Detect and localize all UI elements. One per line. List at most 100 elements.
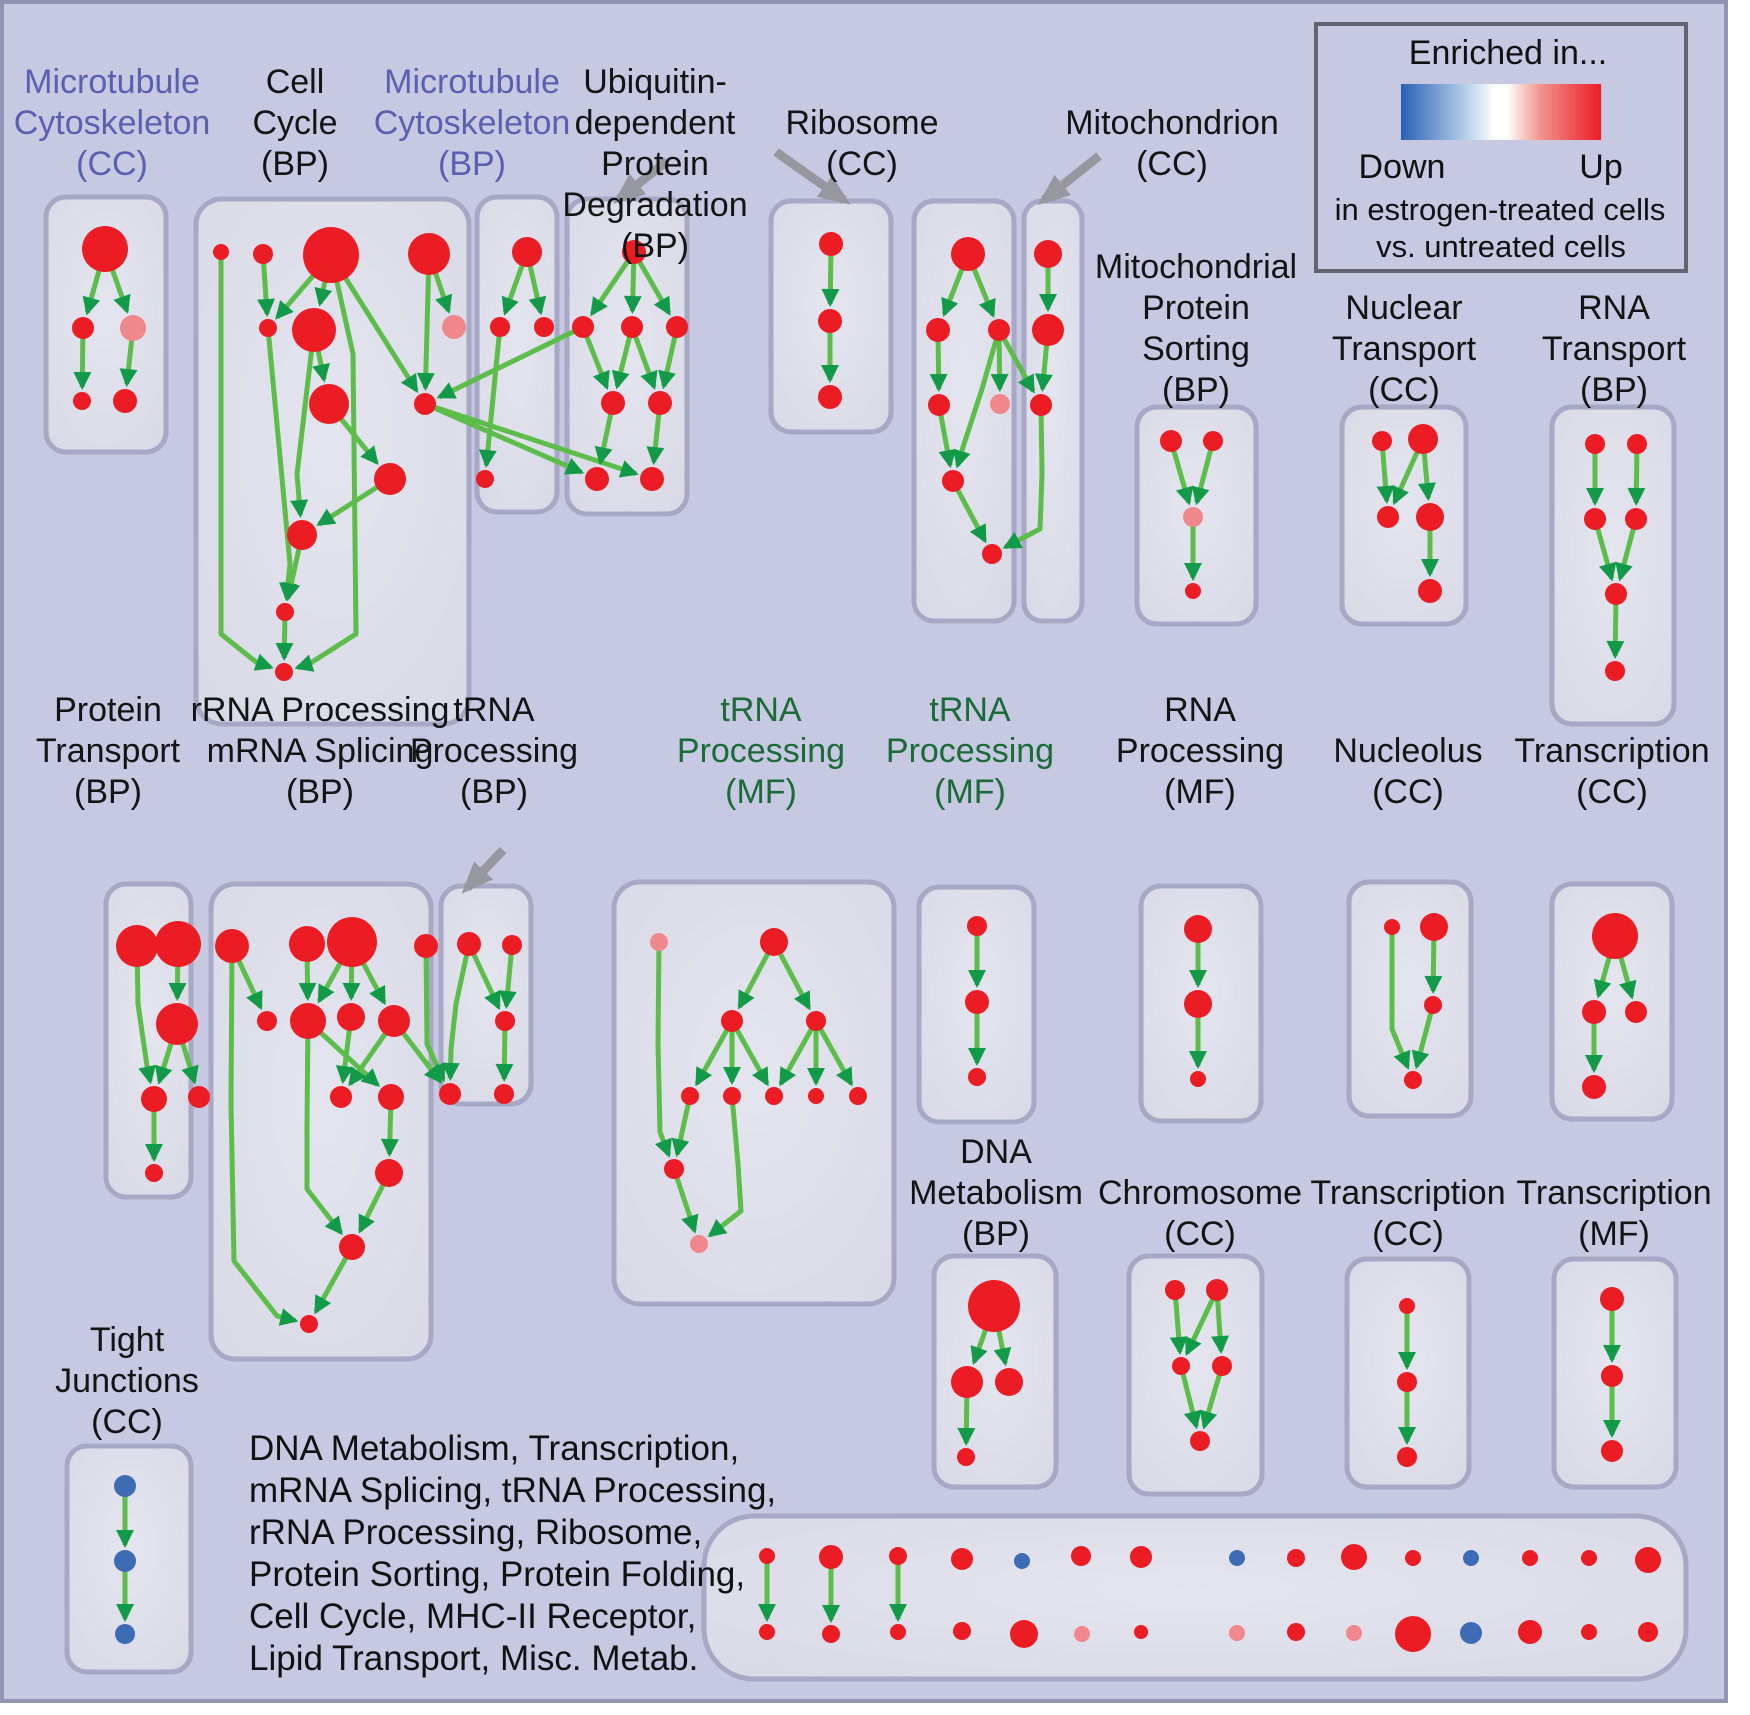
go-term-node-Y1 xyxy=(759,1624,775,1640)
go-term-node-J4 xyxy=(1625,508,1647,530)
go-term-node-E3 xyxy=(818,385,842,409)
go-term-node-Y14 xyxy=(1581,1624,1597,1640)
group-label-rt: RNA Transport (BP) xyxy=(1542,288,1686,411)
go-term-node-B5 xyxy=(259,319,277,337)
group-label-line: Ubiquitin- xyxy=(583,63,727,101)
go-term-node-O2 xyxy=(965,990,989,1014)
go-term-node-J6 xyxy=(1605,661,1625,681)
go-term-node-J1 xyxy=(1585,434,1605,454)
go-term-node-L7 xyxy=(337,1003,365,1031)
go-term-node-E2 xyxy=(818,309,842,333)
group-label-line: Nucleolus xyxy=(1333,732,1483,770)
go-term-node-B8 xyxy=(309,384,349,424)
go-term-node-H4 xyxy=(1185,583,1201,599)
go-term-node-Y3 xyxy=(890,1624,906,1640)
label-pointer-arrow-1 xyxy=(612,157,670,204)
group-label-line: (CC) xyxy=(1164,1215,1236,1253)
go-term-node-N1 xyxy=(650,933,668,951)
edge-B1-B13 xyxy=(218,252,274,671)
group-label-line: (BP) xyxy=(261,145,329,183)
group-label-line: Cell xyxy=(265,63,325,101)
edge-Q3-Q4 xyxy=(1411,1004,1436,1070)
group-box-trbp xyxy=(438,883,534,1107)
label-pointer-arrow-2 xyxy=(773,148,851,205)
go-term-node-B11 xyxy=(287,520,317,550)
go-term-node-P2 xyxy=(1184,990,1212,1018)
group-label-line: (CC) xyxy=(826,145,898,183)
group-label-line: (BP) xyxy=(621,227,689,265)
go-term-node-L3 xyxy=(327,917,377,967)
go-term-node-D4 xyxy=(666,316,688,338)
go-term-node-A1 xyxy=(82,226,128,272)
go-term-node-Y13 xyxy=(1518,1620,1542,1644)
group-label-trmf3: Transcription (MF) xyxy=(1516,1173,1711,1255)
go-term-node-G3 xyxy=(1030,394,1052,416)
go-term-node-A4 xyxy=(73,392,91,410)
go-term-node-X10 xyxy=(1341,1544,1367,1570)
go-term-node-L10 xyxy=(378,1084,404,1110)
go-term-node-M4 xyxy=(439,1083,461,1105)
group-label-line: Cytoskeleton xyxy=(13,104,211,142)
go-term-node-K6 xyxy=(145,1164,163,1182)
go-term-node-O1 xyxy=(967,916,987,936)
go-term-node-H1 xyxy=(1160,430,1182,452)
misc-note-line: Cell Cycle, MHC-II Receptor, xyxy=(249,1597,697,1636)
go-term-node-N9 xyxy=(849,1087,867,1105)
group-label-line: (CC) xyxy=(91,1403,163,1441)
group-label-pt: Protein Transport (BP) xyxy=(36,690,180,813)
go-term-node-D7 xyxy=(585,467,609,491)
go-term-node-H2 xyxy=(1203,431,1223,451)
group-label-line: (BP) xyxy=(1579,371,1648,409)
misc-note-line: Protein Sorting, Protein Folding, xyxy=(249,1555,746,1594)
group-label-line: Ribosome xyxy=(785,104,939,142)
group-label-ubiq1: Ubiquitin-dependent Protein Degradation (BP… xyxy=(562,62,747,267)
go-term-node-N7 xyxy=(765,1087,783,1105)
group-label-line: rRNA Processing xyxy=(190,691,450,729)
go-term-node-L9 xyxy=(330,1086,352,1108)
go-term-node-X7 xyxy=(1130,1546,1152,1568)
edge-I1-I3 xyxy=(1376,440,1395,505)
group-label-line: (BP) xyxy=(437,145,506,183)
edge-Q1-Q4 xyxy=(1389,927,1411,1070)
go-term-node-Y2 xyxy=(822,1625,840,1643)
group-label-line: (CC) xyxy=(76,145,148,183)
go-term-node-Y11 xyxy=(1395,1616,1431,1652)
go-term-node-I4 xyxy=(1416,503,1444,531)
go-term-node-U3 xyxy=(1397,1447,1417,1467)
go-term-node-V2 xyxy=(1601,1365,1623,1387)
go-term-node-I5 xyxy=(1418,579,1442,603)
go-term-node-X15 xyxy=(1635,1547,1661,1573)
label-pointer-arrow-3 xyxy=(1037,152,1102,205)
group-label-line: Transcription xyxy=(1514,732,1710,770)
go-term-node-A3 xyxy=(120,315,146,341)
group-label-line: Processing xyxy=(1115,732,1285,770)
group-label-ribosome: Ribosome (CC) xyxy=(785,103,938,185)
go-term-node-X13 xyxy=(1522,1550,1538,1566)
go-term-node-B1 xyxy=(213,244,229,260)
group-label-line: tRNA xyxy=(929,691,1011,729)
group-label-line: Processing xyxy=(676,732,846,770)
group-label-line: tRNA xyxy=(720,691,802,729)
group-label-line: Transport xyxy=(1541,330,1687,368)
group-label-line: (CC) xyxy=(1136,145,1208,183)
group-label-line: (BP) xyxy=(1162,371,1230,409)
go-term-node-X9 xyxy=(1287,1549,1305,1567)
edge-B2-B5 xyxy=(257,253,276,318)
go-term-node-K4 xyxy=(141,1086,167,1112)
go-term-node-B10 xyxy=(374,463,406,495)
edge-N6-N11 xyxy=(707,1095,744,1238)
go-term-node-L12 xyxy=(339,1234,365,1260)
go-term-node-A5 xyxy=(113,389,137,413)
group-label-line: (CC) xyxy=(1576,773,1648,811)
group-box-trcc1 xyxy=(1549,881,1675,1122)
go-term-node-L4 xyxy=(414,934,438,958)
edge-N5-N10 xyxy=(671,1095,693,1158)
go-term-node-U1 xyxy=(1399,1298,1415,1314)
group-label-line: Nuclear xyxy=(1345,289,1463,327)
go-term-node-J3 xyxy=(1584,508,1606,530)
group-label-trbp: tRNA Processing (BP) xyxy=(410,690,578,813)
group-label-mtcc: Microtubule Cytoskeleton (CC) xyxy=(14,62,211,185)
go-term-node-D8 xyxy=(640,467,664,491)
go-term-node-T1 xyxy=(1165,1280,1185,1300)
go-term-node-X5 xyxy=(1014,1553,1030,1569)
